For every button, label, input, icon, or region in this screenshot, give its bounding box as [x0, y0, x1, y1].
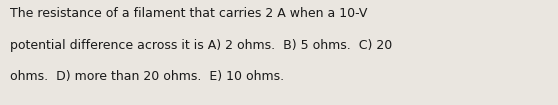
- Text: potential difference across it is A) 2 ohms.  B) 5 ohms.  C) 20: potential difference across it is A) 2 o…: [10, 39, 392, 52]
- Text: The resistance of a filament that carries 2 A when a 10-V: The resistance of a filament that carrie…: [10, 7, 367, 20]
- Text: ohms.  D) more than 20 ohms.  E) 10 ohms.: ohms. D) more than 20 ohms. E) 10 ohms.: [10, 70, 284, 83]
